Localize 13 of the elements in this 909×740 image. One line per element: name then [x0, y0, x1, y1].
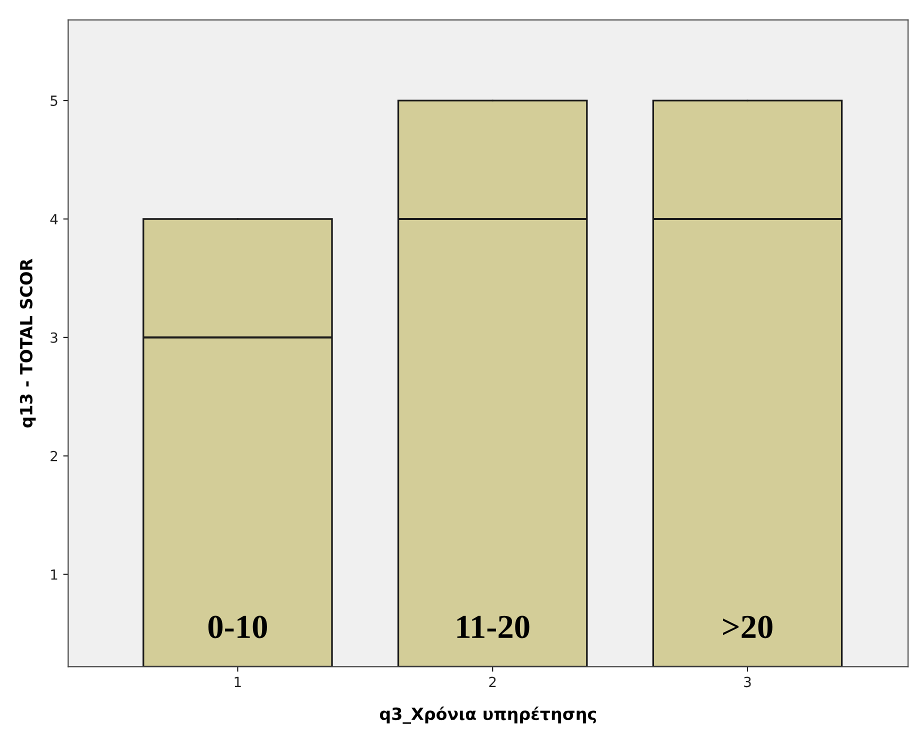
y-tick-label: 2: [50, 450, 58, 462]
y-tick-label: 4: [50, 214, 58, 224]
y-tick-label: 5: [50, 96, 58, 106]
x-tick-label: 3: [744, 676, 751, 688]
x-tick-label: 2: [489, 676, 496, 688]
y-tick-label: 1: [51, 569, 58, 580]
y-tick-label: 3: [50, 332, 58, 343]
x-tick-label: 1: [234, 676, 241, 688]
annotation: 0-10: [208, 616, 267, 638]
x-axis-title: q3_Χρόνια υπηρέτησης: [380, 706, 596, 724]
annotation: >20: [723, 616, 772, 638]
annotation: 11-20: [457, 616, 530, 638]
y-axis-title: q13 - TOTAL SCOR: [20, 258, 36, 428]
